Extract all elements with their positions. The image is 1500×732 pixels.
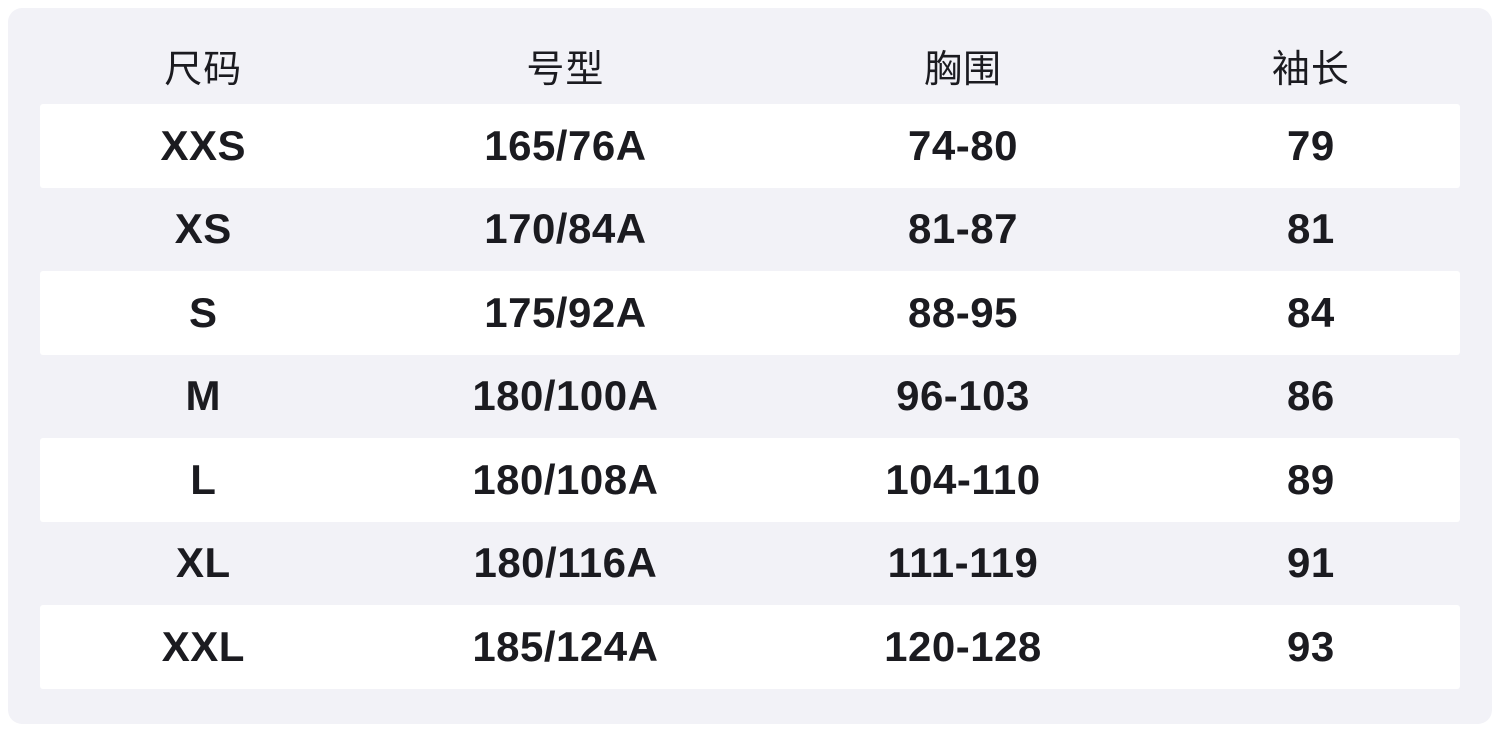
column-header-size: 尺码 [164, 48, 243, 91]
cell-model: 180/100A [472, 372, 659, 420]
cell-size: XXS [160, 121, 247, 169]
cell-size: XS [174, 205, 232, 253]
cell-chest: 120-128 [884, 622, 1042, 670]
table-row: L 180/108A 104-110 89 [40, 438, 1460, 522]
cell-model: 170/84A [484, 205, 647, 253]
cell-sleeve: 86 [1287, 372, 1335, 420]
table-header-row: 尺码 号型 胸围 袖长 [40, 8, 1460, 104]
cell-chest: 104-110 [885, 455, 1041, 503]
cell-model: 185/124A [472, 622, 659, 670]
table-row: S 175/92A 88-95 84 [40, 271, 1460, 355]
cell-chest: 111-119 [887, 539, 1039, 587]
size-chart-panel: 尺码 号型 胸围 袖长 XXS 165/76A 74-80 79 XS 170/… [8, 8, 1492, 724]
cell-sleeve: 84 [1287, 288, 1335, 336]
cell-size: XL [175, 539, 231, 587]
table-row: XS 170/84A 81-87 81 [40, 188, 1460, 272]
cell-sleeve: 89 [1287, 455, 1335, 503]
cell-sleeve: 91 [1287, 539, 1335, 587]
cell-chest: 88-95 [908, 288, 1018, 336]
table-row: XL 180/116A 111-119 91 [40, 522, 1460, 606]
cell-model: 175/92A [484, 288, 647, 336]
table-row: M 180/100A 96-103 86 [40, 355, 1460, 439]
cell-size: XXL [161, 622, 245, 670]
cell-chest: 81-87 [908, 205, 1018, 253]
cell-size: L [190, 455, 217, 503]
cell-sleeve: 81 [1287, 205, 1335, 253]
column-header-chest: 胸围 [923, 48, 1002, 91]
cell-size: S [189, 288, 218, 336]
cell-model: 180/108A [472, 455, 659, 503]
column-header-model: 号型 [526, 48, 605, 91]
cell-chest: 74-80 [908, 121, 1018, 169]
column-header-sleeve: 袖长 [1271, 48, 1350, 91]
table-row: XXL 185/124A 120-128 93 [40, 605, 1460, 689]
cell-model: 180/116A [473, 539, 658, 587]
table-row: XXS 165/76A 74-80 79 [40, 104, 1460, 188]
cell-size: M [185, 372, 222, 420]
cell-sleeve: 79 [1287, 121, 1335, 169]
cell-chest: 96-103 [896, 372, 1030, 420]
cell-sleeve: 93 [1287, 622, 1335, 670]
cell-model: 165/76A [484, 121, 647, 169]
